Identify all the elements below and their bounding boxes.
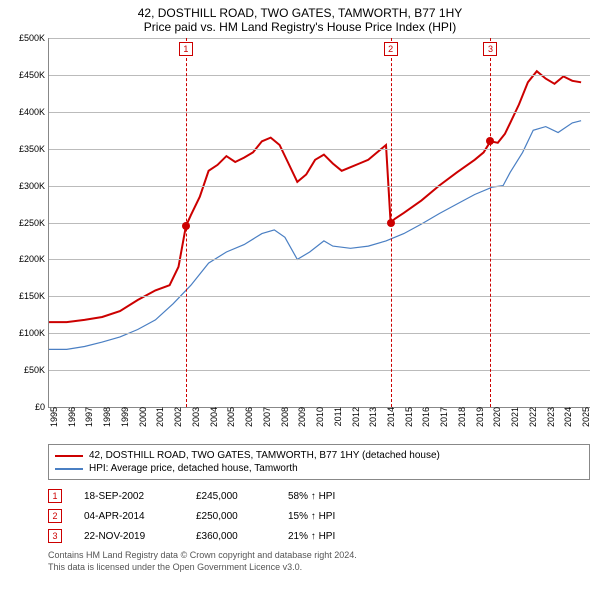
gridline <box>49 259 590 260</box>
sales-date: 04-APR-2014 <box>84 511 174 522</box>
y-axis-label: £350K <box>19 144 49 154</box>
sale-marker-3 <box>486 137 494 145</box>
x-axis-label: 1999 <box>116 407 130 427</box>
sale-badge-3: 3 <box>483 42 497 56</box>
plot-area: £0£50K£100K£150K£200K£250K£300K£350K£400… <box>48 38 590 408</box>
gridline <box>49 296 590 297</box>
y-axis-label: £250K <box>19 218 49 228</box>
footnote: Contains HM Land Registry data © Crown c… <box>48 550 590 573</box>
x-axis-label: 2023 <box>542 407 556 427</box>
y-axis-label: £500K <box>19 33 49 43</box>
y-axis-label: £50K <box>24 365 49 375</box>
gridline <box>49 75 590 76</box>
chart-container: 42, DOSTHILL ROAD, TWO GATES, TAMWORTH, … <box>0 0 600 590</box>
legend-swatch <box>55 468 83 470</box>
sales-pct: 15% ↑ HPI <box>288 511 335 522</box>
x-axis-label: 2007 <box>258 407 272 427</box>
x-axis-label: 2018 <box>453 407 467 427</box>
sale-marker-2 <box>387 219 395 227</box>
x-axis-label: 2015 <box>400 407 414 427</box>
legend-label: HPI: Average price, detached house, Tamw… <box>89 463 298 474</box>
sales-pct: 21% ↑ HPI <box>288 531 335 542</box>
x-axis-label: 2009 <box>293 407 307 427</box>
x-axis-label: 2008 <box>276 407 290 427</box>
gridline <box>49 186 590 187</box>
x-axis-label: 2014 <box>382 407 396 427</box>
x-axis-label: 2006 <box>240 407 254 427</box>
sales-table: 1 18-SEP-2002 £245,000 58% ↑ HPI 2 04-APR-201… <box>48 486 590 546</box>
chart-title-line1: 42, DOSTHILL ROAD, TWO GATES, TAMWORTH, … <box>0 0 600 20</box>
x-axis-label: 2024 <box>559 407 573 427</box>
y-axis-label: £100K <box>19 328 49 338</box>
legend-swatch <box>55 455 83 457</box>
x-axis-label: 2025 <box>577 407 591 427</box>
sales-price: £245,000 <box>196 491 266 502</box>
gridline <box>49 370 590 371</box>
legend-label: 42, DOSTHILL ROAD, TWO GATES, TAMWORTH, … <box>89 450 440 461</box>
x-axis-label: 1997 <box>80 407 94 427</box>
x-axis-label: 1995 <box>45 407 59 427</box>
x-axis-label: 2016 <box>417 407 431 427</box>
x-axis-label: 2013 <box>364 407 378 427</box>
sales-row: 2 04-APR-2014 £250,000 15% ↑ HPI <box>48 506 590 526</box>
y-axis-label: £150K <box>19 291 49 301</box>
gridline <box>49 223 590 224</box>
x-axis-label: 2011 <box>329 407 343 426</box>
y-axis-label: £450K <box>19 70 49 80</box>
sales-row: 3 22-NOV-2019 £360,000 21% ↑ HPI <box>48 526 590 546</box>
gridline <box>49 38 590 39</box>
sales-date: 22-NOV-2019 <box>84 531 174 542</box>
x-axis-label: 2010 <box>311 407 325 427</box>
legend: 42, DOSTHILL ROAD, TWO GATES, TAMWORTH, … <box>48 444 590 480</box>
y-axis-label: £400K <box>19 107 49 117</box>
legend-row: HPI: Average price, detached house, Tamw… <box>55 462 583 475</box>
y-axis-label: £200K <box>19 254 49 264</box>
gridline <box>49 112 590 113</box>
sales-badge: 2 <box>48 509 62 523</box>
sales-badge: 1 <box>48 489 62 503</box>
x-axis-label: 2012 <box>347 407 361 427</box>
x-axis-label: 2003 <box>187 407 201 427</box>
series-property <box>49 71 581 322</box>
x-axis-label: 2017 <box>435 407 449 427</box>
x-axis-label: 1998 <box>98 407 112 427</box>
sale-rule <box>490 38 491 407</box>
x-axis-label: 2002 <box>169 407 183 427</box>
x-axis-label: 2005 <box>222 407 236 427</box>
chart-title-line2: Price paid vs. HM Land Registry's House … <box>0 20 600 38</box>
sale-badge-1: 1 <box>179 42 193 56</box>
sales-badge: 3 <box>48 529 62 543</box>
x-axis-label: 2001 <box>151 407 165 427</box>
sales-date: 18-SEP-2002 <box>84 491 174 502</box>
sales-pct: 58% ↑ HPI <box>288 491 335 502</box>
y-axis-label: £300K <box>19 181 49 191</box>
x-axis-label: 2022 <box>524 407 538 427</box>
sale-badge-2: 2 <box>384 42 398 56</box>
x-axis-label: 2020 <box>488 407 502 427</box>
sales-price: £360,000 <box>196 531 266 542</box>
footnote-line1: Contains HM Land Registry data © Crown c… <box>48 550 590 562</box>
x-axis-label: 2000 <box>134 407 148 427</box>
series-hpi <box>49 121 581 350</box>
x-axis-label: 2021 <box>506 407 520 427</box>
sales-row: 1 18-SEP-2002 £245,000 58% ↑ HPI <box>48 486 590 506</box>
x-axis-label: 1996 <box>63 407 77 427</box>
sale-marker-1 <box>182 222 190 230</box>
gridline <box>49 149 590 150</box>
x-axis-label: 2004 <box>205 407 219 427</box>
sales-price: £250,000 <box>196 511 266 522</box>
x-axis-label: 2019 <box>471 407 485 427</box>
footnote-line2: This data is licensed under the Open Gov… <box>48 562 590 574</box>
gridline <box>49 333 590 334</box>
legend-row: 42, DOSTHILL ROAD, TWO GATES, TAMWORTH, … <box>55 449 583 462</box>
